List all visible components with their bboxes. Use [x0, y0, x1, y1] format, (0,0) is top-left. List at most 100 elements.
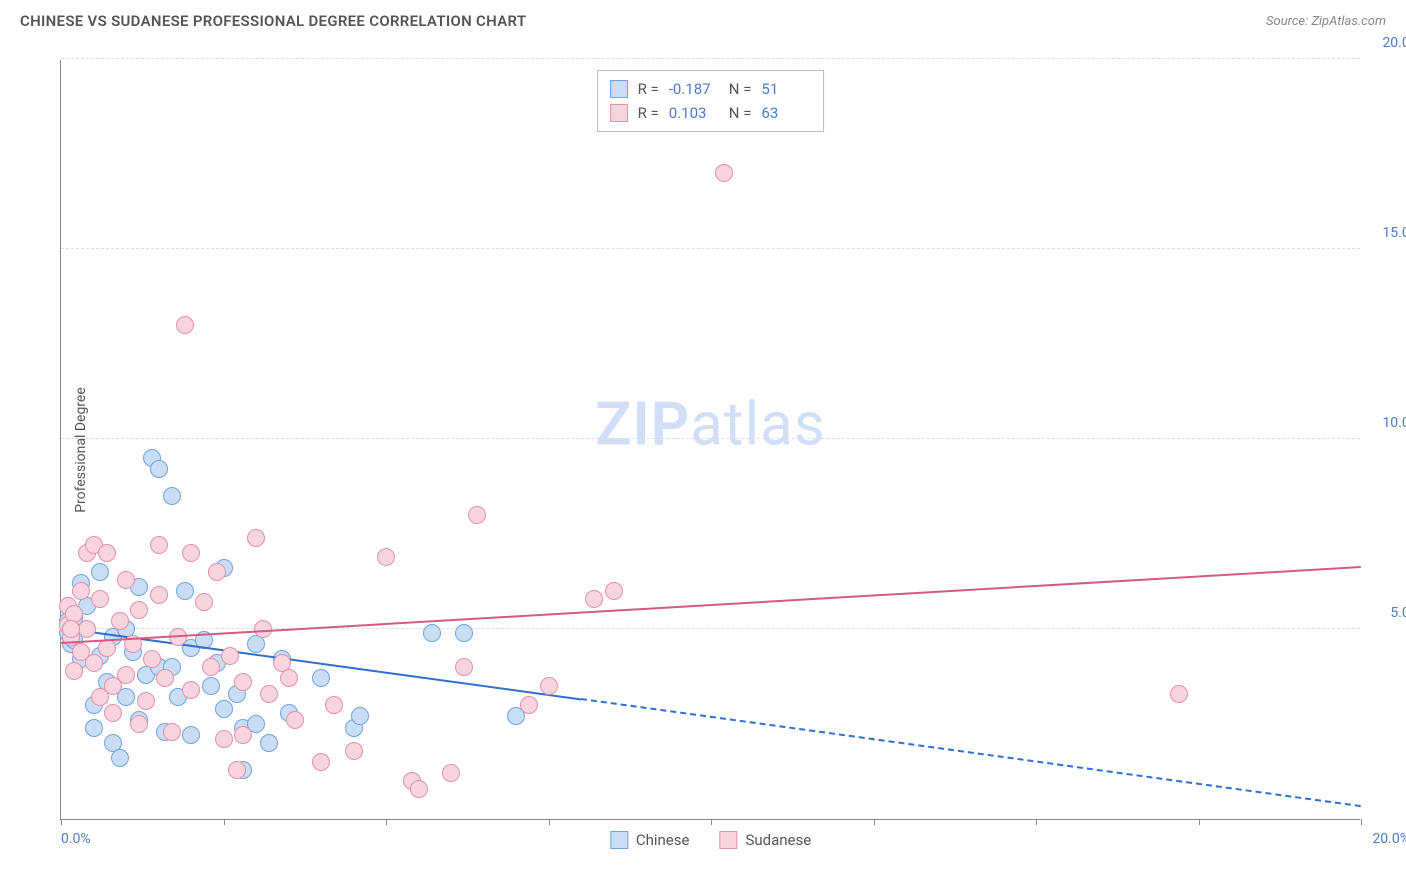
- scatter-point: [585, 590, 603, 608]
- stats-row: R = 0.103 N = 63: [610, 101, 812, 125]
- scatter-point: [117, 666, 135, 684]
- trend-line: [581, 698, 1361, 807]
- scatter-point: [455, 624, 473, 642]
- y-tick-label: 5.0%: [1390, 605, 1406, 621]
- scatter-point: [325, 696, 343, 714]
- stat-r-value: 0.103: [669, 101, 719, 125]
- x-tick: [386, 819, 387, 825]
- x-tick: [874, 819, 875, 825]
- chart-title: CHINESE VS SUDANESE PROFESSIONAL DEGREE …: [20, 12, 526, 30]
- scatter-point: [215, 730, 233, 748]
- scatter-point: [78, 620, 96, 638]
- scatter-point: [176, 582, 194, 600]
- scatter-point: [182, 726, 200, 744]
- scatter-point: [228, 761, 246, 779]
- scatter-point: [111, 612, 129, 630]
- scatter-point: [312, 753, 330, 771]
- scatter-point: [130, 601, 148, 619]
- scatter-point: [195, 593, 213, 611]
- legend-swatch: [719, 831, 737, 849]
- scatter-point: [202, 658, 220, 676]
- x-tick: [1199, 819, 1200, 825]
- scatter-point: [202, 677, 220, 695]
- scatter-point: [156, 669, 174, 687]
- trend-line: [61, 566, 1361, 644]
- scatter-point: [410, 780, 428, 798]
- scatter-point: [280, 669, 298, 687]
- chart-container: Professional Degree ZIPatlas R =-0.187N …: [50, 50, 1380, 850]
- scatter-point: [247, 529, 265, 547]
- stat-r-label: R =: [638, 77, 659, 101]
- scatter-point: [221, 647, 239, 665]
- stat-r-label: R =: [638, 101, 659, 125]
- gridline: [61, 438, 1360, 439]
- scatter-point: [442, 764, 460, 782]
- scatter-point: [423, 624, 441, 642]
- scatter-point: [150, 586, 168, 604]
- plot-area: ZIPatlas R =-0.187N =51R =0.103N =63 0.0…: [60, 60, 1360, 820]
- x-tick: [549, 819, 550, 825]
- scatter-point: [234, 673, 252, 691]
- legend-label: Sudanese: [745, 831, 811, 849]
- scatter-point: [163, 723, 181, 741]
- stat-n-value: 63: [761, 101, 811, 125]
- y-tick-label: 20.0%: [1382, 35, 1406, 51]
- scatter-point: [540, 677, 558, 695]
- scatter-point: [312, 669, 330, 687]
- scatter-point: [182, 681, 200, 699]
- scatter-point: [104, 704, 122, 722]
- x-tick: [224, 819, 225, 825]
- stat-n-value: 51: [761, 77, 811, 101]
- scatter-point: [208, 563, 226, 581]
- scatter-point: [150, 536, 168, 554]
- legend-swatch: [610, 104, 628, 122]
- scatter-point: [377, 548, 395, 566]
- scatter-point: [150, 460, 168, 478]
- stat-r-value: -0.187: [669, 77, 719, 101]
- scatter-point: [715, 164, 733, 182]
- x-axis-origin-label: 0.0%: [61, 831, 91, 847]
- scatter-point: [91, 590, 109, 608]
- x-tick: [1036, 819, 1037, 825]
- scatter-point: [62, 620, 80, 638]
- scatter-point: [137, 692, 155, 710]
- y-tick-label: 15.0%: [1382, 225, 1406, 241]
- scatter-point: [260, 685, 278, 703]
- scatter-point: [98, 544, 116, 562]
- scatter-point: [65, 662, 83, 680]
- scatter-point: [130, 715, 148, 733]
- y-tick-label: 10.0%: [1382, 415, 1406, 431]
- scatter-point: [351, 707, 369, 725]
- scatter-point: [163, 487, 181, 505]
- x-tick: [61, 819, 62, 825]
- legend-swatch: [610, 831, 628, 849]
- scatter-point: [85, 654, 103, 672]
- gridline: [61, 58, 1360, 59]
- scatter-point: [72, 582, 90, 600]
- legend-label: Chinese: [636, 831, 690, 849]
- scatter-point: [143, 650, 161, 668]
- scatter-point: [286, 711, 304, 729]
- x-tick: [711, 819, 712, 825]
- legend-item: Chinese: [610, 831, 690, 849]
- source-attribution: Source: ZipAtlas.com: [1266, 14, 1386, 29]
- scatter-point: [345, 742, 363, 760]
- watermark: ZIPatlas: [595, 389, 826, 460]
- scatter-point: [1170, 685, 1188, 703]
- stat-n-label: N =: [729, 101, 752, 125]
- x-tick: [1361, 819, 1362, 825]
- legend-item: Sudanese: [719, 831, 811, 849]
- scatter-point: [91, 563, 109, 581]
- scatter-point: [117, 571, 135, 589]
- legend-swatch: [610, 80, 628, 98]
- scatter-point: [260, 734, 278, 752]
- scatter-point: [176, 316, 194, 334]
- scatter-point: [85, 719, 103, 737]
- scatter-point: [455, 658, 473, 676]
- stats-legend-box: R = -0.187 N = 51R = 0.103 N = 63: [597, 70, 825, 132]
- scatter-point: [605, 582, 623, 600]
- bottom-legend: Chinese Sudanese: [610, 831, 811, 849]
- gridline: [61, 248, 1360, 249]
- scatter-point: [111, 749, 129, 767]
- scatter-point: [468, 506, 486, 524]
